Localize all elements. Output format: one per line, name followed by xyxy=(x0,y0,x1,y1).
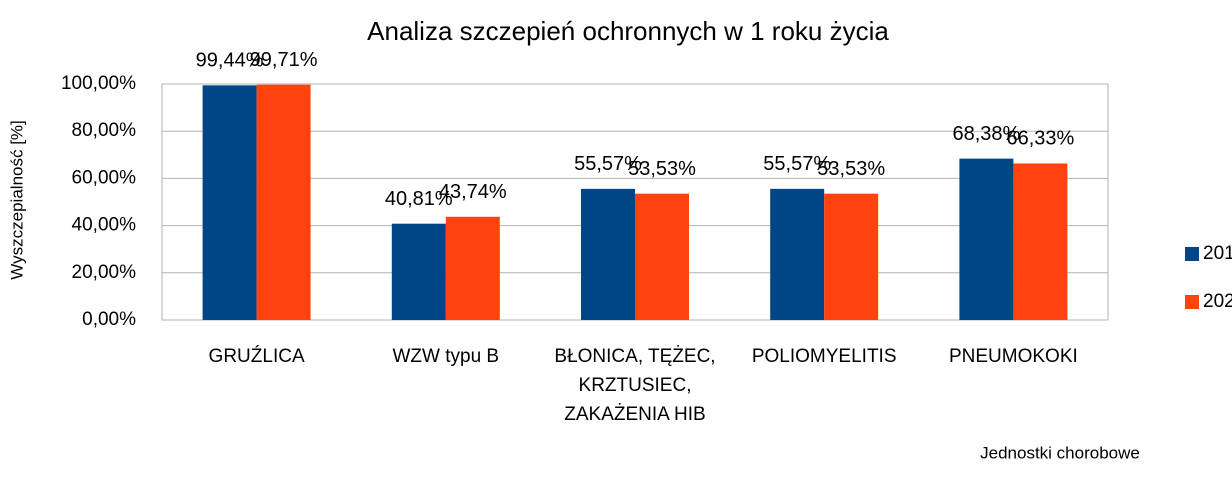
legend-label: 2019 xyxy=(1203,243,1232,264)
data-label: 55,57% xyxy=(763,153,831,175)
x-axis-title: Jednostki chorobowe xyxy=(980,443,1140,462)
bar xyxy=(824,193,879,320)
y-axis-title: Wyszczepialność [%] xyxy=(7,120,26,280)
bar xyxy=(445,216,500,320)
bar xyxy=(202,85,257,321)
data-label: 99,71% xyxy=(250,49,318,71)
x-tick-label: POLIOMYELITIS xyxy=(751,346,897,367)
x-tick-label: WZW typu B xyxy=(392,346,500,367)
bar xyxy=(770,188,825,320)
x-tick-label: PNEUMOKOKI xyxy=(948,346,1078,367)
legend-swatch xyxy=(1185,247,1199,261)
x-tick-label: GRUŹLICA xyxy=(208,346,305,367)
bar xyxy=(391,223,446,320)
data-label: 55,57% xyxy=(574,153,642,175)
bar xyxy=(1013,163,1068,320)
y-tick-label: 0,00% xyxy=(82,309,136,330)
y-tick-label: 100,00% xyxy=(61,73,136,94)
legend-swatch xyxy=(1185,295,1199,309)
data-label: 53,53% xyxy=(817,158,885,180)
data-label: 66,33% xyxy=(1006,128,1074,150)
y-tick-label: 60,00% xyxy=(72,167,137,188)
data-label: 99,44% xyxy=(196,50,264,72)
x-tick-label: BŁONICA, TĘŻEC, KRZTUSIEC, ZAKAŻENIA HIB xyxy=(554,346,716,425)
data-label: 40,81% xyxy=(385,188,453,210)
data-label: 68,38% xyxy=(952,123,1020,145)
bar xyxy=(635,193,689,320)
y-tick-label: 80,00% xyxy=(72,120,137,141)
legend-label: 2020 xyxy=(1203,291,1232,312)
y-tick-label: 40,00% xyxy=(72,215,137,236)
bar xyxy=(581,188,635,320)
data-label: 43,74% xyxy=(439,181,507,203)
bar xyxy=(959,158,1014,320)
bar xyxy=(256,84,311,320)
y-tick-label: 20,00% xyxy=(72,262,137,283)
data-label: 53,53% xyxy=(628,158,696,180)
chart-title: Analiza szczepień ochronnych w 1 roku ży… xyxy=(367,16,889,46)
